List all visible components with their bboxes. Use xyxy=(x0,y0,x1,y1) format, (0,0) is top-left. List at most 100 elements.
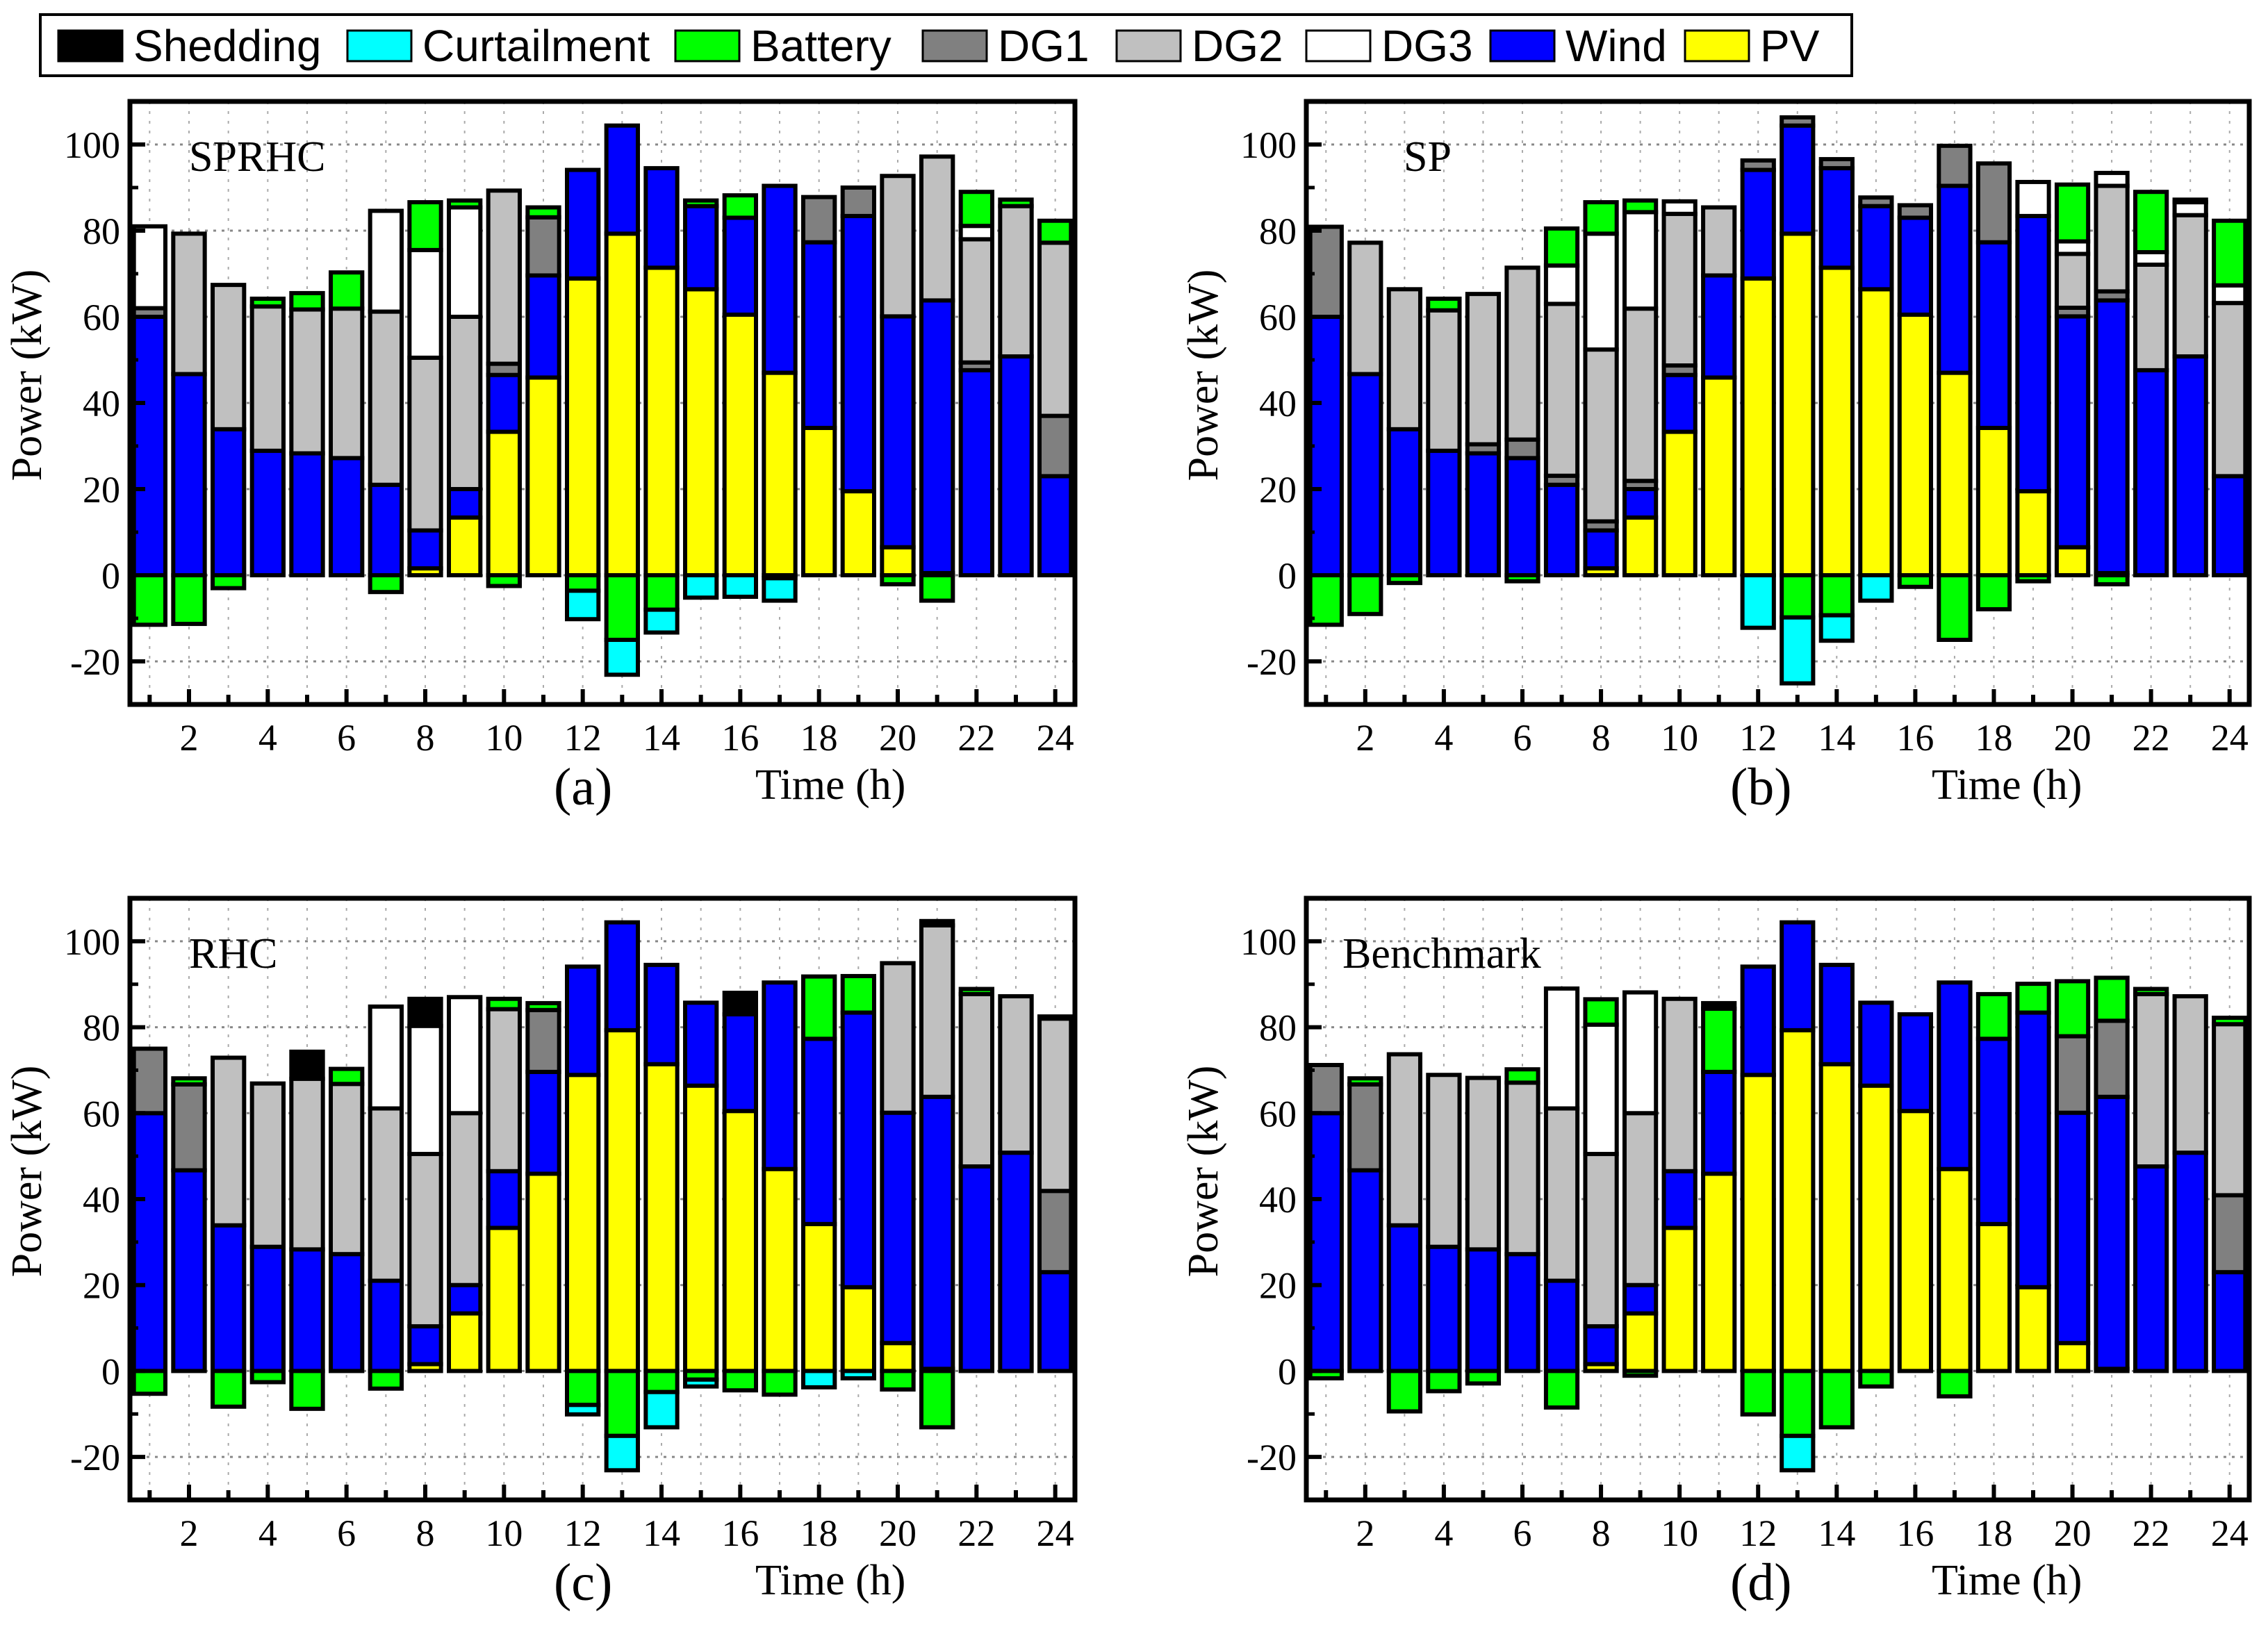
bar-segment-dg2-h6 xyxy=(1504,1080,1540,1257)
x-tick-label: 16 xyxy=(1896,1512,1934,1554)
bar-segment-pv-h9 xyxy=(447,515,483,577)
bar-segment-dg2-h4 xyxy=(249,1081,286,1249)
bar-segment-dg3-h7 xyxy=(1543,263,1580,306)
x-tick-label: 2 xyxy=(180,1512,199,1554)
x-tick-label: 2 xyxy=(180,717,199,759)
bar-segment-wind-h8 xyxy=(407,1324,443,1367)
bar-segment-battery-h14 xyxy=(643,573,680,612)
bar-segment-dg1-h24 xyxy=(1037,413,1074,479)
legend-item-dg2: DG2 xyxy=(1115,21,1283,71)
bar-segment-battery-h3 xyxy=(211,1369,247,1409)
bar-segment-battery-h19 xyxy=(2015,982,2051,1015)
bar-segment-dg2-h20 xyxy=(880,961,916,1115)
bar-segment-battery-h8 xyxy=(407,200,443,252)
bar-segment-dg2-h23 xyxy=(2172,213,2208,359)
bar-segment-dg2-h9 xyxy=(447,1111,483,1287)
bar-segment-dg1-h15 xyxy=(1858,195,1894,208)
y-tick-label: 80 xyxy=(1259,1007,1297,1049)
x-tick-label: 14 xyxy=(643,717,680,759)
bar-segment-battery-h2 xyxy=(171,573,207,627)
x-tick-label: 18 xyxy=(800,717,838,759)
bar-segment-pv-h17 xyxy=(762,370,798,577)
bar-segment-wind-h4 xyxy=(1426,448,1462,577)
legend-label: DG2 xyxy=(1192,21,1283,71)
legend-swatch-curtailment xyxy=(346,29,413,63)
bar-segment-battery-h13 xyxy=(604,1369,641,1438)
bar-segment-wind-h23 xyxy=(2172,1150,2208,1373)
bar-segment-battery-h4 xyxy=(1426,296,1462,313)
bar-segment-wind-h2 xyxy=(171,1168,207,1373)
x-axis-title: Time (h) xyxy=(1932,1557,2082,1604)
bar-segment-curtailment-h12 xyxy=(1740,573,1776,630)
panel-title: RHC xyxy=(189,930,277,977)
y-tick-label: -20 xyxy=(70,1437,120,1478)
legend-item-curtailment: Curtailment xyxy=(346,21,650,71)
bar-segment-dg1-h14 xyxy=(1818,157,1855,171)
bar-segment-pv-h18 xyxy=(1975,1221,2012,1373)
y-tick-label: 80 xyxy=(83,1007,120,1049)
bar-segment-battery-h3 xyxy=(1386,1369,1422,1414)
bar-segment-battery-h17 xyxy=(1937,573,1973,642)
bar-segment-wind-h12 xyxy=(565,167,601,281)
bar-segment-wind-h17 xyxy=(1937,183,1973,375)
bar-segment-dg3-h8 xyxy=(1583,231,1619,352)
bar-segment-dg2-h2 xyxy=(171,231,207,377)
bar-segment-dg2-h7 xyxy=(1543,302,1580,478)
x-tick-label: 18 xyxy=(1975,1512,2012,1554)
bar-segment-dg2-h22 xyxy=(2133,262,2169,372)
bar-segment-pv-h11 xyxy=(1701,375,1737,577)
y-tick-label: 60 xyxy=(1259,297,1297,338)
bar-segment-battery-h9 xyxy=(447,198,483,210)
legend-label: PV xyxy=(1760,21,1820,71)
bar-segment-dg2-h7 xyxy=(1543,1106,1580,1283)
legend-item-battery: Battery xyxy=(674,21,891,71)
bar-segment-wind-h1 xyxy=(1308,315,1344,577)
bar-segment-wind-h24 xyxy=(1037,474,1074,578)
bar-segment-battery-h18 xyxy=(1975,991,2012,1041)
bar-segment-dg1-h12 xyxy=(1740,158,1776,172)
bar-segment-wind-h10 xyxy=(1661,372,1698,434)
bar-segment-battery-h1 xyxy=(131,1369,168,1396)
bar-segment-battery-h3 xyxy=(211,573,247,591)
legend-swatch-pv xyxy=(1684,29,1750,63)
bar-segment-dg1-h13 xyxy=(1780,115,1816,128)
bar-segment-battery-h19 xyxy=(840,973,876,1015)
bar-segment-battery-h5 xyxy=(289,290,325,312)
bar-segment-battery-h12 xyxy=(1740,1369,1776,1417)
bar-segment-wind-h18 xyxy=(801,240,837,430)
y-tick-label: 100 xyxy=(64,124,120,166)
bar-segment-dg3-h8 xyxy=(407,247,443,360)
y-tick-label: 60 xyxy=(83,297,120,338)
bar-segment-pv-h10 xyxy=(1661,429,1698,577)
bar-segment-dg3-h1 xyxy=(131,224,168,311)
bar-segment-shedding-h21 xyxy=(919,918,955,927)
bar-segment-wind-h14 xyxy=(1818,166,1855,270)
bar-segment-battery-h22 xyxy=(958,987,994,996)
bar-segment-wind-h14 xyxy=(643,166,680,270)
bar-segment-dg2-h10 xyxy=(486,1007,523,1173)
bar-segment-battery-h2 xyxy=(1347,1076,1383,1087)
bar-segment-battery-h18 xyxy=(801,974,837,1041)
bar-segment-battery-h13 xyxy=(1780,573,1816,620)
x-tick-label: 18 xyxy=(1975,717,2012,759)
x-tick-label: 18 xyxy=(800,1512,838,1554)
bar-segment-wind-h8 xyxy=(1583,528,1619,571)
y-tick-label: 60 xyxy=(1259,1093,1297,1134)
bar-segment-dg2-h9 xyxy=(1622,1111,1659,1287)
bar-segment-pv-h18 xyxy=(801,425,837,578)
bar-segment-dg1-h1 xyxy=(131,1046,168,1116)
bar-segment-wind-h6 xyxy=(1504,456,1540,577)
bar-segment-wind-h11 xyxy=(1701,273,1737,380)
legend-label: Curtailment xyxy=(422,21,650,71)
bar-segment-battery-h11 xyxy=(525,205,561,220)
bar-segment-dg2-h6 xyxy=(329,306,365,461)
bar-segment-wind-h21 xyxy=(919,298,955,575)
bar-segment-wind-h20 xyxy=(2054,314,2091,550)
bar-segment-battery-h2 xyxy=(1347,573,1383,616)
y-axis-title: Power (kW) xyxy=(3,1066,51,1278)
bar-segment-dg1-h11 xyxy=(525,215,561,278)
bar-segment-pv-h19 xyxy=(840,1285,876,1373)
x-tick-label: 16 xyxy=(721,717,759,759)
x-tick-label: 6 xyxy=(337,1512,356,1554)
